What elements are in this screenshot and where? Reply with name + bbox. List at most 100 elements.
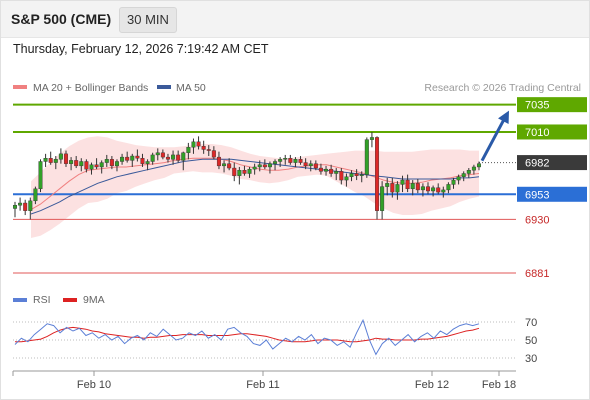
candle-body (456, 176, 461, 181)
candle-body (252, 166, 257, 170)
candle-body (18, 202, 23, 206)
candle-body (446, 184, 451, 191)
candle-body (211, 150, 216, 158)
candle-body (53, 159, 58, 163)
candle-body (324, 168, 329, 172)
candle-body (242, 170, 247, 174)
candle-body (201, 145, 206, 150)
target-badge-7010 (517, 124, 587, 140)
rsi-tick-70: 70 (525, 317, 537, 329)
candle-body (349, 173, 354, 177)
candle-body (375, 137, 380, 211)
candle-body (385, 183, 390, 187)
candle-body (364, 139, 369, 175)
target-label-7035: 7035 (525, 100, 549, 112)
candle-body (237, 170, 242, 176)
timeframe-button[interactable]: 30 MIN (119, 7, 177, 33)
candlesticks (12, 131, 482, 220)
forecast-arrow (480, 110, 509, 162)
candle-body (125, 156, 130, 161)
candle-body (247, 168, 252, 174)
candle-body (395, 184, 400, 193)
candle-body (232, 167, 237, 176)
candle-body (283, 158, 288, 160)
candle-body (426, 186, 431, 192)
candle-body (120, 156, 125, 162)
candle-body (354, 173, 359, 176)
x-tick-label: Feb 12 (415, 379, 449, 391)
rsi-legend: RSI 9MA (13, 294, 105, 306)
pivot-badge-6953 (517, 186, 587, 202)
candle-body (344, 176, 349, 181)
candle-body (380, 186, 385, 211)
ma9-legend-swatch (63, 298, 77, 302)
forecast-arrow-head (498, 110, 509, 125)
price-levels: 7035 7010 6982 6953 6930 6881 (13, 97, 587, 280)
candle-body (288, 158, 293, 163)
candle-body (33, 188, 38, 202)
candle-body (278, 159, 283, 162)
ma50-line (30, 158, 480, 215)
candle-body (461, 173, 466, 177)
candle-body (262, 164, 267, 168)
candle-body (273, 161, 278, 164)
candle-body (334, 171, 339, 174)
candle-body (303, 162, 308, 167)
candle-body (196, 141, 201, 147)
candle-body (12, 205, 17, 209)
x-tick-label: Feb 10 (77, 379, 111, 391)
candle-body (436, 187, 441, 193)
candle-body (318, 167, 323, 172)
candle-body (165, 156, 170, 160)
last-price-badge (517, 155, 587, 171)
candle-body (48, 158, 53, 163)
candle-body (135, 155, 140, 159)
rsi-line (14, 318, 480, 356)
candle-body (227, 163, 232, 169)
ma9-legend-label: 9MA (83, 294, 105, 306)
candle-body (176, 154, 181, 161)
datetime-label: Thursday, February 12, 2026 7:19:42 AM C… (13, 42, 269, 56)
candle-body (415, 183, 420, 191)
credit-label: Research © 2026 Trading Central (424, 82, 581, 94)
ma50-legend-swatch (157, 85, 171, 89)
candle-body (441, 189, 446, 193)
candle-body (308, 163, 313, 167)
candle-body (109, 159, 114, 167)
candle-body (390, 183, 395, 193)
candle-body (69, 160, 74, 164)
candle-body (23, 202, 28, 211)
candle-body (420, 186, 425, 191)
candle-body (58, 153, 63, 160)
candle-body (267, 163, 272, 168)
candle-body (313, 163, 318, 169)
legend: MA 20 + Bollinger Bands MA 50 Research ©… (13, 82, 581, 94)
candle-body (94, 164, 99, 168)
rsi-tick-50: 50 (525, 335, 537, 347)
forecast-arrow-shaft (480, 114, 508, 162)
candle-body (293, 159, 298, 163)
ma50-legend-label: MA 50 (176, 82, 206, 94)
candle-body (84, 161, 89, 170)
x-tick-label: Feb 18 (482, 379, 516, 391)
candle-body (431, 187, 436, 192)
candle-body (410, 183, 415, 190)
candle-body (160, 152, 165, 158)
rsi-panel: 70 50 30 (13, 317, 537, 365)
candle-body (99, 162, 104, 168)
last-price-label: 6982 (525, 158, 549, 170)
candle-body (329, 168, 334, 174)
candle-body (171, 154, 176, 160)
candle-body (43, 158, 48, 162)
candle-body (216, 156, 221, 167)
candle-body (150, 154, 155, 162)
candle-body (63, 153, 68, 164)
candle-body (451, 179, 456, 185)
instrument-title: S&P 500 (CME) (11, 11, 112, 27)
rsi-legend-swatch (13, 298, 27, 302)
candle-body (186, 147, 191, 153)
ma20-legend-swatch (13, 85, 27, 89)
candle-body (405, 179, 410, 190)
candle-body (477, 163, 482, 168)
